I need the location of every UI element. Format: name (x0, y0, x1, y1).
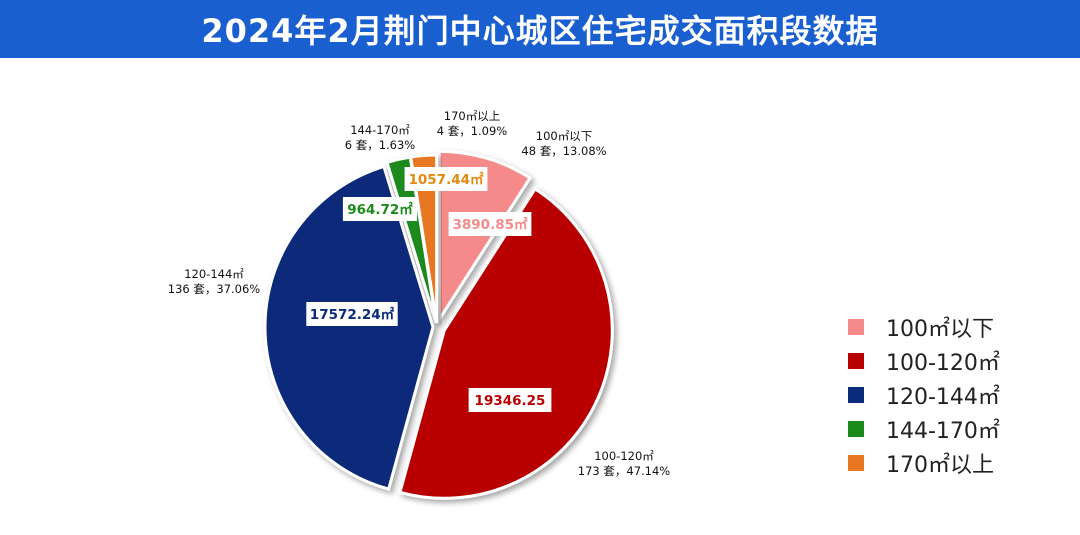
legend-label: 170㎡以上 (886, 453, 994, 478)
svg-text:19346.25: 19346.25 (475, 393, 546, 409)
legend-swatch (848, 421, 864, 437)
callout-detail: 4 套，1.09% (437, 124, 508, 138)
value-label-3: 964.72㎡ (342, 197, 418, 221)
value-label-4: 1057.44㎡ (404, 167, 488, 191)
callout-name: 120-144㎡ (184, 267, 244, 281)
legend-item: 144-170㎡ (848, 412, 1000, 446)
svg-text:1057.44㎡: 1057.44㎡ (409, 171, 484, 188)
pie-chart: 3890.85㎡ 19346.25 17572.24㎡ 964.72㎡ 1057.44㎡… (168, 109, 671, 500)
pie-slices (263, 149, 614, 500)
chart-title: 2024年2月荆门中心城区住宅成交面积段数据 (0, 0, 1080, 58)
value-label-box (342, 197, 418, 221)
legend-item: 120-144㎡ (848, 378, 1000, 412)
legend-swatch (848, 387, 864, 403)
legend-item: 100㎡以下 (848, 310, 1000, 344)
callout-detail: 136 套，37.06% (168, 282, 261, 296)
legend-swatch (848, 319, 864, 335)
value-label-1: 19346.25 (468, 388, 552, 412)
legend-item: 170㎡以上 (848, 446, 1000, 480)
value-label-box (404, 167, 488, 191)
callout-name: 170㎡以上 (444, 109, 500, 123)
legend-label: 120-144㎡ (886, 385, 1000, 410)
value-label-0: 3890.85㎡ (448, 212, 532, 236)
legend-label: 144-170㎡ (886, 419, 1000, 444)
callout-detail: 173 套，47.14% (578, 464, 671, 478)
legend-label: 100㎡以下 (886, 317, 994, 342)
svg-text:17572.24㎡: 17572.24㎡ (310, 306, 395, 323)
value-label-box (468, 388, 552, 412)
callout-detail: 6 套，1.63% (345, 138, 416, 152)
value-label-box (306, 302, 398, 326)
pie-slice-1 (398, 186, 614, 500)
legend: 100㎡以下 100-120㎡ 120-144㎡ 144-170㎡ 170㎡以上 (848, 310, 1000, 480)
legend-swatch (848, 353, 864, 369)
value-label-box (448, 212, 532, 236)
callout-name: 100㎡以下 (536, 129, 592, 143)
value-label-2: 17572.24㎡ (306, 302, 398, 326)
pie-slice-2 (263, 164, 435, 491)
legend-swatch (848, 455, 864, 471)
value-labels: 3890.85㎡ 19346.25 17572.24㎡ 964.72㎡ 1057.44㎡ (306, 167, 552, 412)
legend-label: 100-120㎡ (886, 351, 1000, 376)
legend-item: 100-120㎡ (848, 344, 1000, 378)
pie-slice-4 (409, 153, 439, 324)
svg-text:3890.85㎡: 3890.85㎡ (453, 216, 528, 233)
callout-name: 100-120㎡ (594, 449, 654, 463)
callout-detail: 48 套，13.08% (521, 144, 606, 158)
callout-name: 144-170㎡ (350, 123, 410, 137)
svg-text:964.72㎡: 964.72㎡ (347, 201, 413, 218)
